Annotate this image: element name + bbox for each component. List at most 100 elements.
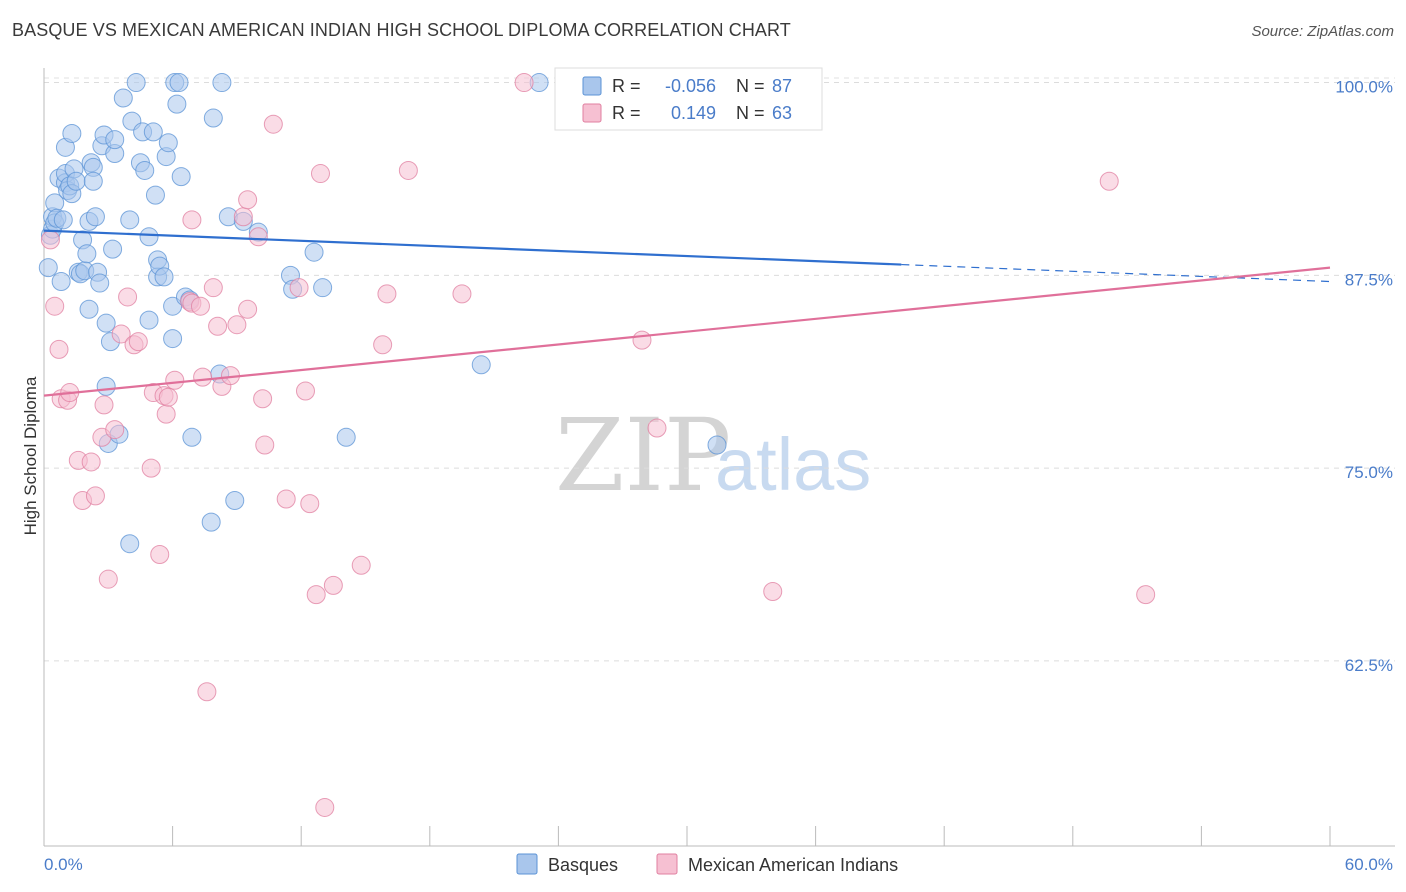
basques-point	[113, 88, 133, 108]
mexican-american-indians-point	[197, 682, 217, 702]
basques-point	[53, 210, 73, 230]
mexican-american-indians-point	[150, 545, 170, 565]
mexican-american-indians-point	[632, 330, 652, 350]
mexican-american-indians-point	[94, 395, 114, 415]
basques-point	[154, 267, 174, 287]
mexican-american-indians-point	[763, 582, 783, 602]
basques-point	[471, 355, 491, 375]
mexican-american-indians-point	[203, 278, 223, 298]
mexican-american-indians-point	[45, 296, 65, 316]
basques-point	[313, 278, 333, 298]
series-basques-points	[38, 73, 770, 554]
mexican-american-indians-point	[315, 797, 335, 817]
bottom-legend-swatch-basques	[516, 853, 538, 875]
basques-point	[201, 512, 221, 532]
mexican-american-indians-point	[156, 404, 176, 424]
mexican-american-indians-point	[255, 435, 275, 455]
mexican-american-indians-point	[208, 316, 228, 336]
mexican-american-indians-point	[85, 486, 105, 506]
mexican-american-indians-point	[165, 370, 185, 390]
mexican-american-indians-point	[1136, 585, 1156, 605]
y-tick-label: 75.0%	[1345, 463, 1393, 482]
basques-point	[96, 313, 116, 333]
legend-r-label-1: R =	[612, 103, 641, 123]
mexican-american-indians-point	[452, 284, 472, 304]
basques-point	[139, 227, 159, 247]
mexican-american-indians-point	[295, 381, 315, 401]
legend-r-value-1: 0.149	[671, 103, 716, 123]
mexican-american-indians-point	[263, 114, 283, 134]
mexican-american-indians-point	[514, 73, 534, 93]
basques-point	[126, 73, 146, 93]
mexican-american-indians-point	[158, 387, 178, 407]
basques-point	[79, 299, 99, 319]
mexican-american-indians-point	[306, 585, 326, 605]
mexican-american-indians-point	[118, 287, 138, 307]
legend-n-value-1: 63	[772, 103, 792, 123]
legend-n-value-0: 87	[772, 76, 792, 96]
bottom-legend-swatch-mexican-american-indians	[656, 853, 678, 875]
axes: 100.0% 87.5% 75.0% 62.5%	[43, 68, 1395, 847]
chart-title: BASQUE VS MEXICAN AMERICAN INDIAN HIGH S…	[12, 20, 791, 40]
mexican-american-indians-point	[190, 296, 210, 316]
mexican-american-indians-point	[105, 420, 125, 440]
mexican-american-indians-point	[193, 367, 213, 387]
mexican-american-indians-point	[49, 339, 69, 359]
legend-r-value-0: -0.056	[665, 76, 716, 96]
mexican-american-indians-point	[128, 332, 148, 352]
legend-r-label-0: R =	[612, 76, 641, 96]
mexican-american-indians-point	[1099, 171, 1119, 191]
basques-point	[203, 108, 223, 128]
y-tick-label: 100.0%	[1335, 78, 1393, 97]
basques-point	[158, 133, 178, 153]
y-tick-label: 87.5%	[1345, 270, 1393, 289]
mexican-american-indians-point	[141, 458, 161, 478]
mexican-american-indians-point	[647, 418, 667, 438]
y-tick-label: 62.5%	[1345, 656, 1393, 675]
mexican-american-indians-point	[238, 190, 258, 210]
basques-point	[85, 207, 105, 227]
basques-point	[120, 210, 140, 230]
mexican-american-indians-point	[253, 389, 273, 409]
basques-point	[96, 376, 116, 396]
mexican-american-indians-point	[377, 284, 397, 304]
mexican-american-indians-point	[98, 569, 118, 589]
basques-point	[103, 239, 123, 259]
legend-swatch-mexican-american-indians	[582, 103, 602, 123]
x-tick-label-max: 60.0%	[1345, 855, 1393, 874]
basques-point	[143, 122, 163, 142]
mexican-american-indians-point	[233, 207, 253, 227]
basques-point	[90, 273, 110, 293]
bottom-legend-label-basques: Basques	[548, 855, 618, 875]
basques-point	[38, 258, 58, 278]
mexican-american-indians-point	[182, 210, 202, 230]
basques-point	[163, 329, 183, 349]
y-axis-label: High School Diploma	[21, 376, 40, 535]
basques-point	[83, 171, 103, 191]
mexican-american-indians-point	[276, 489, 296, 509]
mexican-american-indians-point	[238, 299, 258, 319]
basques-point	[212, 73, 232, 93]
stats-legend: R = -0.056 N = 87 R = 0.149 N = 63	[554, 67, 823, 131]
legend-swatch-basques	[582, 76, 602, 96]
basques-point	[225, 491, 245, 511]
mexican-american-indians-point	[81, 452, 101, 472]
trend-lines	[43, 229, 1331, 397]
basques-point	[51, 272, 71, 292]
legend-n-label-1: N =	[736, 103, 765, 123]
basques-trend-line	[43, 229, 902, 266]
basques-point	[105, 130, 125, 150]
x-tick-label-min: 0.0%	[44, 855, 83, 874]
basques-point	[304, 242, 324, 262]
mexican-american-indians-point	[398, 160, 418, 180]
data-points	[38, 73, 1156, 817]
basques-trend-extension	[901, 263, 1331, 283]
mexican-american-indians-point	[310, 164, 330, 184]
mexican-american-indians-point	[227, 315, 247, 335]
watermark-zip: ZIP	[555, 397, 731, 514]
legend-n-label-0: N =	[736, 76, 765, 96]
series-legend: Basques Mexican American Indians	[516, 853, 898, 875]
basques-point	[145, 185, 165, 205]
mexican-american-indians-point	[300, 494, 320, 514]
